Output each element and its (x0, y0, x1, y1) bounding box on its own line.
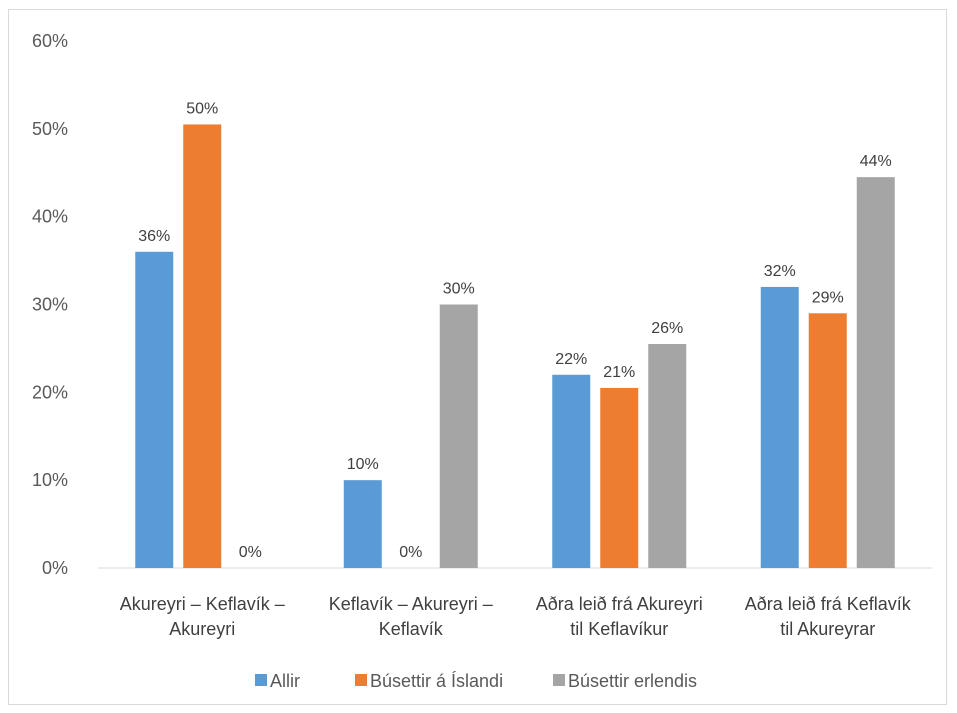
x-tick-label: Aðra leið frá Akureyri (536, 594, 703, 614)
legend-swatch (255, 674, 267, 686)
legend-label: Búsettir erlendis (568, 671, 697, 691)
bar (183, 124, 222, 569)
bar (343, 480, 382, 568)
bar (760, 286, 799, 568)
y-tick-label: 10% (32, 470, 68, 490)
bar (856, 177, 895, 568)
data-label: 10% (347, 456, 379, 473)
bar (808, 313, 847, 568)
data-label: 44% (860, 153, 892, 170)
y-tick-label: 40% (32, 207, 68, 227)
x-tick-label: til Keflavíkur (570, 619, 668, 639)
bar (439, 304, 478, 568)
data-label: 0% (399, 544, 422, 561)
data-label: 32% (764, 263, 796, 280)
data-label: 36% (138, 228, 170, 245)
bar (552, 374, 591, 568)
data-label: 26% (651, 320, 683, 337)
data-label: 22% (555, 351, 587, 368)
bar (135, 251, 174, 569)
y-tick-label: 20% (32, 382, 68, 402)
legend-swatch (553, 674, 565, 686)
y-tick-label: 50% (32, 119, 68, 139)
x-tick-label: til Akureyrar (780, 619, 875, 639)
data-label: 21% (603, 364, 635, 381)
data-label: 50% (186, 100, 218, 117)
x-tick-label: Aðra leið frá Keflavík (745, 594, 912, 614)
data-label: 0% (239, 544, 262, 561)
data-label: 30% (443, 281, 475, 298)
x-tick-label: Akureyri – Keflavík – (120, 594, 285, 614)
legend-swatch (355, 674, 367, 686)
y-tick-label: 60% (32, 31, 68, 51)
x-tick-label: Keflavík (379, 619, 444, 639)
y-tick-label: 0% (42, 558, 68, 578)
bar (648, 344, 687, 568)
legend-label: Allir (270, 671, 300, 691)
y-tick-label: 30% (32, 295, 68, 315)
x-tick-label: Akureyri (169, 619, 235, 639)
legend-label: Búsettir á Íslandi (370, 671, 503, 691)
bar (600, 387, 639, 568)
data-label: 29% (812, 289, 844, 306)
x-tick-label: Keflavík – Akureyri – (329, 594, 493, 614)
